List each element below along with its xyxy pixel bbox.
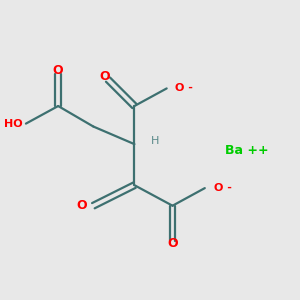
Text: O: O [100, 70, 110, 83]
Text: O: O [76, 199, 87, 212]
Text: O: O [53, 64, 64, 77]
Text: O: O [167, 237, 178, 250]
Text: O -: O - [176, 83, 193, 93]
Text: O -: O - [214, 183, 232, 193]
Text: HO: HO [4, 118, 23, 129]
Text: H: H [151, 136, 159, 146]
Text: Ba ++: Ba ++ [225, 143, 269, 157]
